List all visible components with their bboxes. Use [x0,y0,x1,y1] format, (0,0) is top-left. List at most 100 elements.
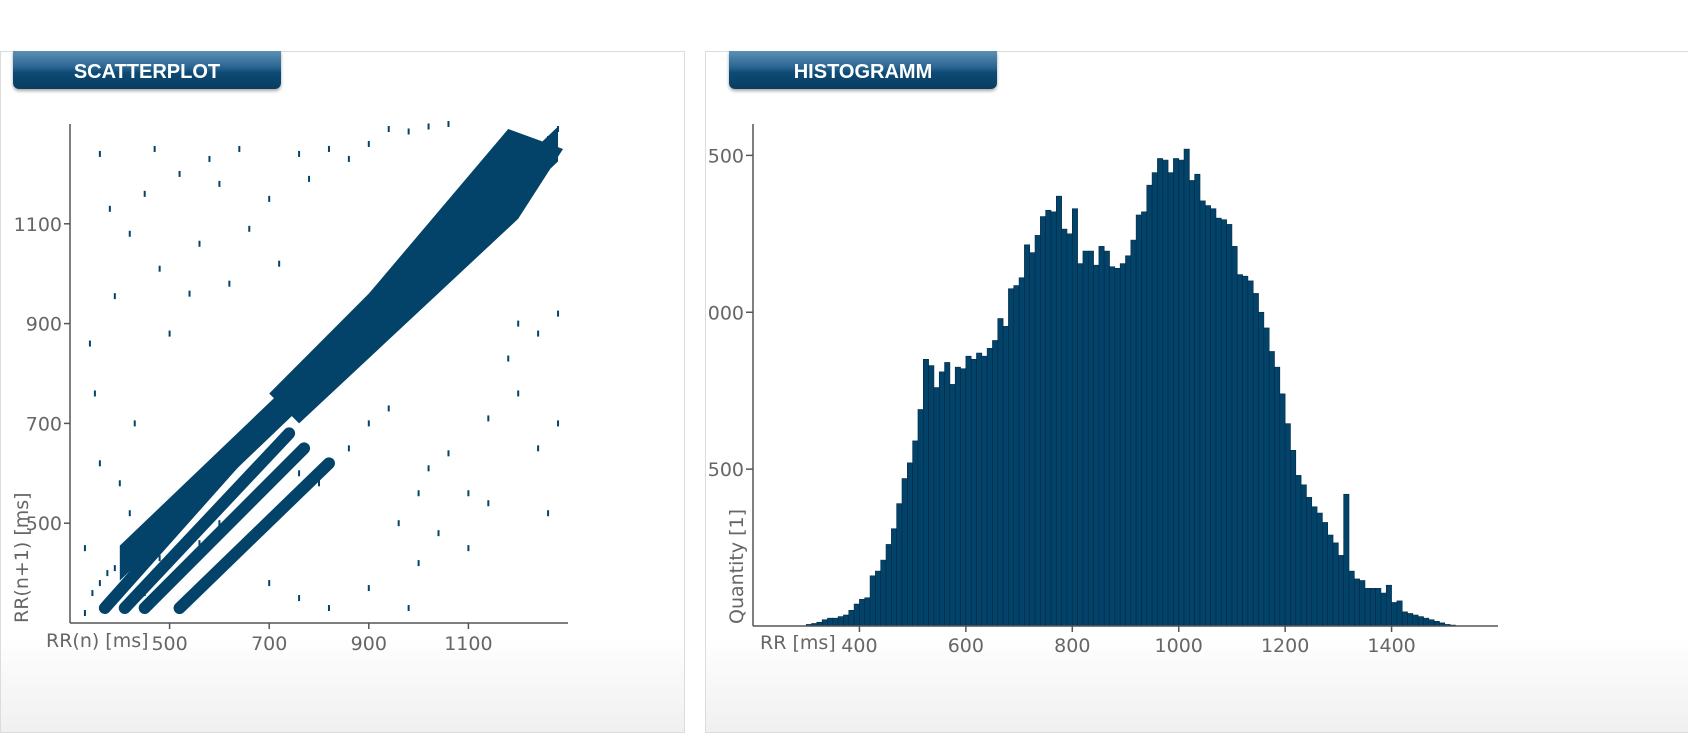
histogram-bar [1407,613,1414,627]
scatter-point [148,532,151,539]
scatter-point [308,370,311,377]
scatter-point [198,540,201,547]
histogram-x-tick-label: 1400 [1367,635,1415,657]
histogram-bar [1045,209,1052,627]
scatter-point [238,510,241,517]
histogram-bar [1151,172,1158,627]
scatter-point [487,500,490,507]
histogram-bar [1013,285,1020,627]
histogram-bar [1194,173,1201,627]
scatter-point [208,470,211,477]
histogram-bar [1401,611,1408,627]
histogram-bar [1040,216,1046,627]
scatter-point [417,265,420,272]
scatter-x-tick-label: 900 [351,633,387,655]
scatter-point [547,135,550,142]
scatter-core-cloud [269,128,564,424]
histogram-bar [859,599,866,627]
histogram-bar [1348,570,1355,627]
scatter-point [427,465,430,472]
scatter-point [218,180,221,187]
scatter-point [447,450,450,457]
histogram-bar [1220,219,1227,627]
histogram-bar [1034,235,1041,627]
histogram-bar [922,359,929,627]
histogram-bar [1247,280,1254,627]
scatter-point [417,490,420,497]
scatter-y-tick-label: 500 [26,513,62,535]
scatter-point [106,570,109,577]
scatter-point [347,445,350,452]
histogram-bar [1157,158,1164,627]
scatter-point [318,363,320,370]
histogram-panel: HISTOGRAMM 500 1000 1500 400 600 800 1000 1200 1… [705,51,1688,733]
histogram-y-tick-label: 1000 [706,302,744,324]
scatter-point [447,121,450,127]
scatter-point [337,343,340,350]
scatter-point [98,460,101,467]
scatter-point [298,385,301,392]
histogram-tab[interactable]: HISTOGRAMM [729,51,997,89]
scatter-point [507,355,510,362]
scatter-point [517,320,520,327]
scatterplot-tab[interactable]: SCATTERPLOT [13,51,281,89]
histogram-bar [1290,449,1297,627]
scatter-point [218,465,221,472]
scatter-point [407,270,410,277]
scatter-streak [138,442,311,615]
histogram-bar [1268,351,1275,627]
scatter-point [238,442,241,449]
histogram-bar [1061,228,1068,627]
scatter-point [168,512,171,519]
scatter-x-tick-label: 700 [251,633,287,655]
scatter-point [268,195,271,202]
scatter-point [198,482,201,489]
histogram-bar [1199,200,1206,627]
scatter-point [367,420,370,427]
histogram-bar [885,544,892,627]
histogram-bar [949,384,956,627]
scatter-point [268,580,271,587]
histogram-bar [1300,484,1307,627]
histogram-bar [1087,250,1094,627]
scatter-point [467,490,470,497]
histogram-bar [1423,617,1430,627]
histogram-bar [944,362,951,627]
scatter-point [437,530,440,537]
histogram-bar [1274,366,1281,627]
histogram-bar [1103,250,1110,627]
histogram-bar [933,387,940,627]
histogram-bar [1412,614,1419,627]
scatter-point [367,585,370,592]
histogram-bar [976,352,983,627]
scatter-streak [118,427,296,615]
histogram-x-tick-label: 800 [1054,635,1090,657]
histogram-bar [1125,255,1132,627]
scatter-point [507,170,510,177]
scatter-point [278,402,281,409]
histogram-bar [848,610,855,627]
histogram-bar [1385,584,1392,627]
histogram-bar [1024,244,1031,627]
histogram-y-tick-label: 1500 [706,145,744,167]
histogram-bar [1056,195,1062,627]
scatter-y-tick-label: 700 [26,413,62,435]
histogram-bar [1173,158,1180,627]
histogram-bar [869,575,876,627]
histogram-bar [1146,184,1153,627]
histogram-bar [1311,506,1318,627]
histogram-bar [1316,512,1323,627]
histogram-bar [997,318,1004,627]
scatter-point [308,175,311,182]
histogram-bar [928,365,935,627]
scatter-point [228,280,231,287]
scatter-streak [173,457,335,615]
histogram-bar [1093,264,1100,627]
scatter-point [178,500,181,507]
scatter-point [377,305,380,312]
histogram-bar [907,462,913,627]
scatter-point [128,550,131,557]
scatter-point [447,235,450,242]
histogram-bar [1391,602,1398,627]
histogram-bar [1322,522,1329,627]
